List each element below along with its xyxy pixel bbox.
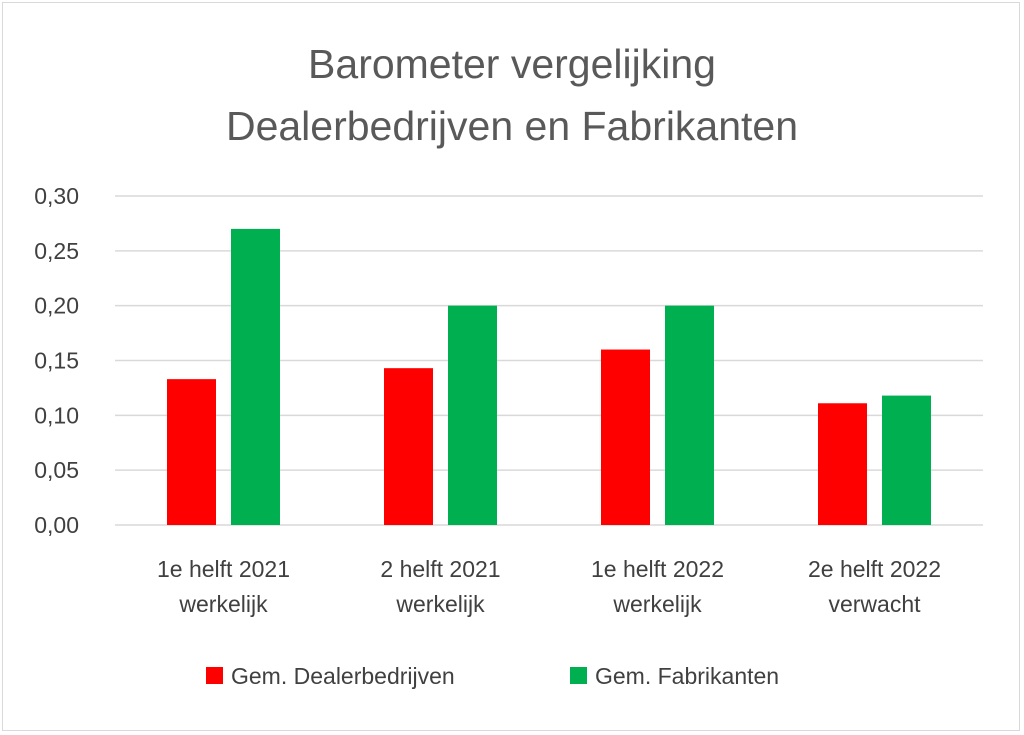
x-category-label-4-line-1: 2e helft 2022	[808, 556, 941, 582]
chart-title-line-1: Barometer vergelijking	[308, 41, 716, 87]
legend-label-2: Gem. Fabrikanten	[595, 663, 779, 689]
x-category-label-1-line-1: 1e helft 2021	[157, 556, 290, 582]
y-tick-label-0: 0,00	[34, 512, 79, 538]
x-category-label-2-line-1: 2 helft 2021	[380, 556, 500, 582]
bar-chart: Barometer vergelijking Dealerbedrijven en…	[34, 41, 983, 689]
bar-dealerbedrijven-4	[818, 403, 867, 525]
bar-fabrikanten-4	[882, 395, 931, 525]
x-category-label-1-line-2: werkelijk	[178, 591, 268, 617]
x-axis-categories: 1e helft 2021 werkelijk 2 helft 2021 werkel…	[157, 556, 941, 617]
bar-dealerbedrijven-2	[384, 368, 433, 525]
bar-fabrikanten-1	[231, 228, 280, 525]
legend-swatch-1	[206, 667, 223, 684]
y-tick-label-2: 0,10	[34, 402, 79, 428]
x-category-label-3-line-2: werkelijk	[612, 591, 702, 617]
x-category-label-3-line-1: 1e helft 2022	[591, 556, 724, 582]
y-tick-label-6: 0,30	[34, 183, 79, 209]
x-category-label-2-line-2: werkelijk	[395, 591, 485, 617]
bar-fabrikanten-3	[665, 305, 714, 525]
y-tick-label-1: 0,05	[34, 457, 79, 483]
bars	[167, 228, 931, 525]
chart-title-line-2: Dealerbedrijven en Fabrikanten	[226, 103, 798, 149]
y-tick-label-4: 0,20	[34, 293, 79, 319]
legend-swatch-2	[570, 667, 587, 684]
chart-title: Barometer vergelijking Dealerbedrijven en…	[226, 41, 798, 149]
x-category-label-4-line-2: verwacht	[828, 591, 921, 617]
y-tick-label-5: 0,25	[34, 238, 79, 264]
y-tick-label-3: 0,15	[34, 348, 79, 374]
legend-label-1: Gem. Dealerbedrijven	[231, 663, 455, 689]
y-axis-ticks: 0,00 0,05 0,10 0,15 0,20 0,25 0,30	[34, 183, 79, 538]
bar-fabrikanten-2	[448, 305, 497, 525]
bar-dealerbedrijven-1	[167, 379, 216, 525]
legend: Gem. Dealerbedrijven Gem. Fabrikanten	[206, 663, 779, 689]
bar-dealerbedrijven-3	[601, 349, 650, 525]
